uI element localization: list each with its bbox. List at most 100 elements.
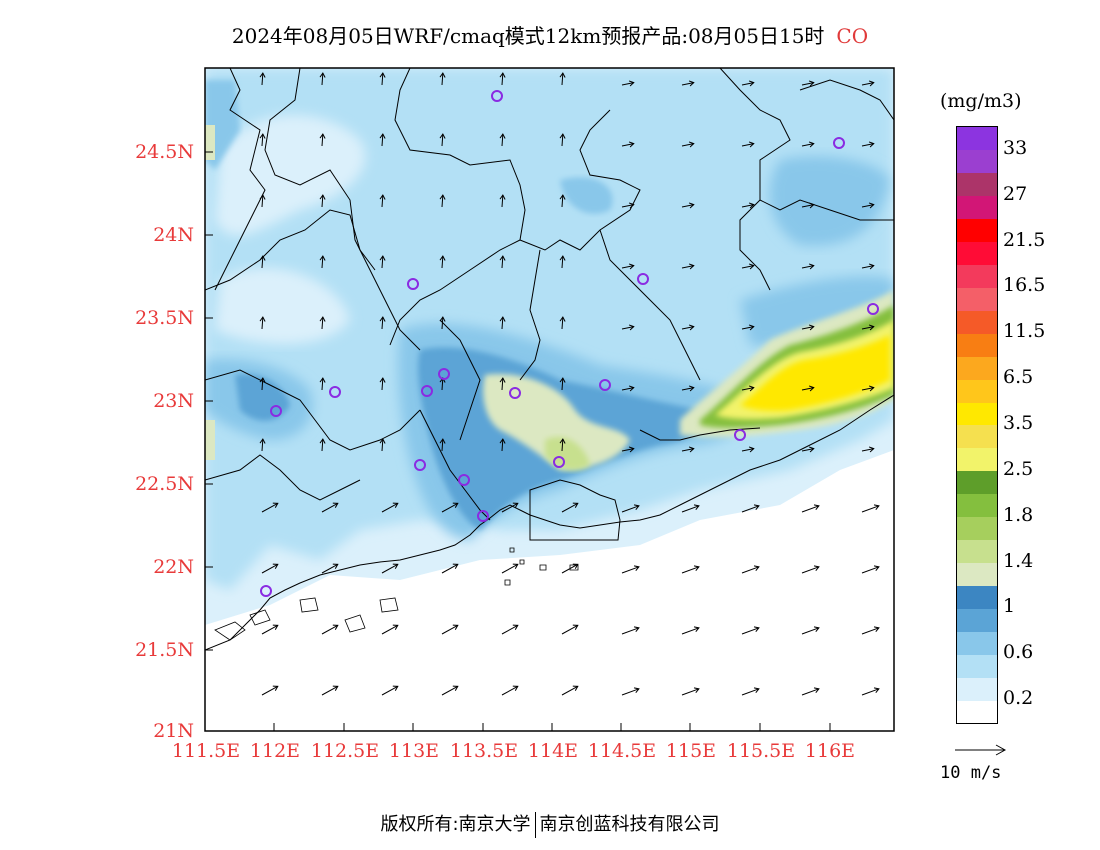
wind-arrowhead-icon bbox=[748, 263, 755, 270]
wind-arrowhead-icon bbox=[813, 565, 820, 572]
colorbar-swatch bbox=[957, 700, 997, 724]
wind-arrowhead-icon bbox=[512, 685, 519, 691]
title-text: 2024年08月05日WRF/cmaq模式12km预报产品:08月05日15时 bbox=[231, 24, 825, 48]
wind-arrow-icon bbox=[681, 82, 694, 86]
wind-arrow-icon bbox=[681, 688, 700, 696]
lon-label: 111.5E bbox=[171, 740, 241, 762]
copyright-left: 版权所有:南京大学 bbox=[380, 814, 531, 835]
wind-arrow-icon bbox=[621, 566, 640, 574]
wind-arrowhead-icon bbox=[693, 626, 700, 633]
wind-arrow-icon bbox=[441, 685, 459, 696]
station-marker-icon bbox=[637, 273, 649, 285]
wind-arrowhead-icon bbox=[868, 141, 875, 148]
wind-arrow-icon bbox=[861, 387, 874, 391]
wind-arrowhead-icon bbox=[628, 141, 635, 148]
wind-arrow-icon bbox=[621, 204, 634, 208]
concentration-field bbox=[205, 68, 894, 731]
colorbar-swatch bbox=[957, 470, 997, 495]
wind-arrow-icon bbox=[441, 72, 444, 86]
lon-label: 116E bbox=[804, 740, 856, 762]
wind-arrowhead-icon bbox=[688, 202, 695, 209]
wind-arrowhead-icon bbox=[499, 255, 506, 261]
lon-label: 112E bbox=[249, 740, 301, 762]
wind-arrowhead-icon bbox=[332, 624, 339, 630]
wind-arrowhead-icon bbox=[272, 624, 279, 630]
lat-label: 24N bbox=[153, 224, 194, 246]
colorbar-swatch bbox=[957, 402, 997, 426]
wind-arrow-icon bbox=[861, 143, 874, 147]
wind-arrowhead-icon bbox=[693, 504, 700, 511]
wind-arrowhead-icon bbox=[748, 80, 755, 87]
wind-arrowhead-icon bbox=[868, 202, 875, 209]
wind-arrowhead-icon bbox=[452, 563, 459, 569]
wind-arrow-icon bbox=[801, 265, 814, 269]
colorbar-swatch bbox=[957, 287, 997, 311]
lon-label: 113E bbox=[388, 740, 440, 762]
colorbar-swatch bbox=[957, 677, 997, 701]
wind-arrowhead-icon bbox=[813, 626, 820, 633]
wind-arrow-icon bbox=[561, 255, 564, 269]
reference-vector-icon bbox=[955, 744, 1007, 756]
colorbar-label: 1.4 bbox=[1003, 549, 1034, 572]
colorbar-label: 16.5 bbox=[1003, 274, 1046, 297]
lat-label: 21N bbox=[153, 720, 194, 742]
wind-arrowhead-icon bbox=[688, 141, 695, 148]
wind-arrow-icon bbox=[561, 502, 579, 513]
wind-arrow-icon bbox=[741, 326, 754, 330]
wind-arrowhead-icon bbox=[439, 438, 446, 444]
wind-arrowhead-icon bbox=[688, 263, 695, 270]
wind-arrowhead-icon bbox=[512, 502, 519, 508]
wind-arrow-icon bbox=[441, 194, 444, 208]
wind-arrow-icon bbox=[621, 82, 634, 86]
wind-arrowhead-icon bbox=[808, 324, 815, 331]
wind-arrowhead-icon bbox=[633, 687, 640, 694]
wind-arrowhead-icon bbox=[272, 563, 279, 569]
wind-arrow-icon bbox=[561, 377, 564, 391]
wind-arrowhead-icon bbox=[559, 377, 566, 383]
wind-arrowhead-icon bbox=[259, 377, 266, 383]
wind-arrow-icon bbox=[621, 448, 634, 452]
wind-arrowhead-icon bbox=[452, 624, 459, 630]
wind-arrowhead-icon bbox=[688, 324, 695, 331]
wind-arrow-icon bbox=[561, 72, 564, 86]
wind-arrowhead-icon bbox=[439, 255, 446, 261]
wind-arrow-icon bbox=[861, 82, 874, 86]
wind-arrow-icon bbox=[681, 566, 700, 574]
wind-arrow-icon bbox=[441, 502, 459, 513]
colorbar-swatch bbox=[957, 356, 997, 380]
wind-arrowhead-icon bbox=[452, 502, 459, 508]
lon-label: 115E bbox=[665, 740, 717, 762]
wind-arrow-icon bbox=[741, 688, 760, 696]
wind-arrow-icon bbox=[621, 627, 640, 635]
wind-arrow-icon bbox=[561, 563, 579, 574]
wind-arrowhead-icon bbox=[868, 80, 875, 87]
wind-arrowhead-icon bbox=[753, 565, 760, 572]
colorbar-swatch bbox=[957, 493, 997, 518]
lon-label: 115.5E bbox=[726, 740, 796, 762]
lon-label: 113.5E bbox=[449, 740, 519, 762]
wind-arrow-icon bbox=[321, 624, 339, 635]
station-marker-icon bbox=[477, 510, 489, 522]
wind-arrowhead-icon bbox=[379, 72, 386, 78]
station-marker-icon bbox=[491, 90, 503, 102]
lat-label: 21.5N bbox=[135, 639, 194, 661]
wind-arrowhead-icon bbox=[559, 255, 566, 261]
wind-arrowhead-icon bbox=[628, 80, 635, 87]
wind-arrowhead-icon bbox=[873, 565, 880, 572]
species-label: CO bbox=[836, 24, 869, 48]
wind-arrowhead-icon bbox=[868, 324, 875, 331]
station-marker-icon bbox=[329, 386, 341, 398]
wind-arrowhead-icon bbox=[259, 316, 266, 322]
colorbar-swatch bbox=[957, 654, 997, 678]
colorbar-label: 1 bbox=[1003, 595, 1016, 618]
wind-arrowhead-icon bbox=[512, 563, 519, 569]
wind-arrowhead-icon bbox=[499, 133, 506, 139]
wind-arrow-icon bbox=[741, 143, 754, 147]
station-markers bbox=[260, 90, 879, 597]
wind-arrowhead-icon bbox=[753, 626, 760, 633]
wind-arrow-icon bbox=[261, 255, 264, 269]
wind-arrow-icon bbox=[321, 563, 339, 574]
wind-arrowhead-icon bbox=[259, 133, 266, 139]
wind-arrowhead-icon bbox=[633, 504, 640, 511]
